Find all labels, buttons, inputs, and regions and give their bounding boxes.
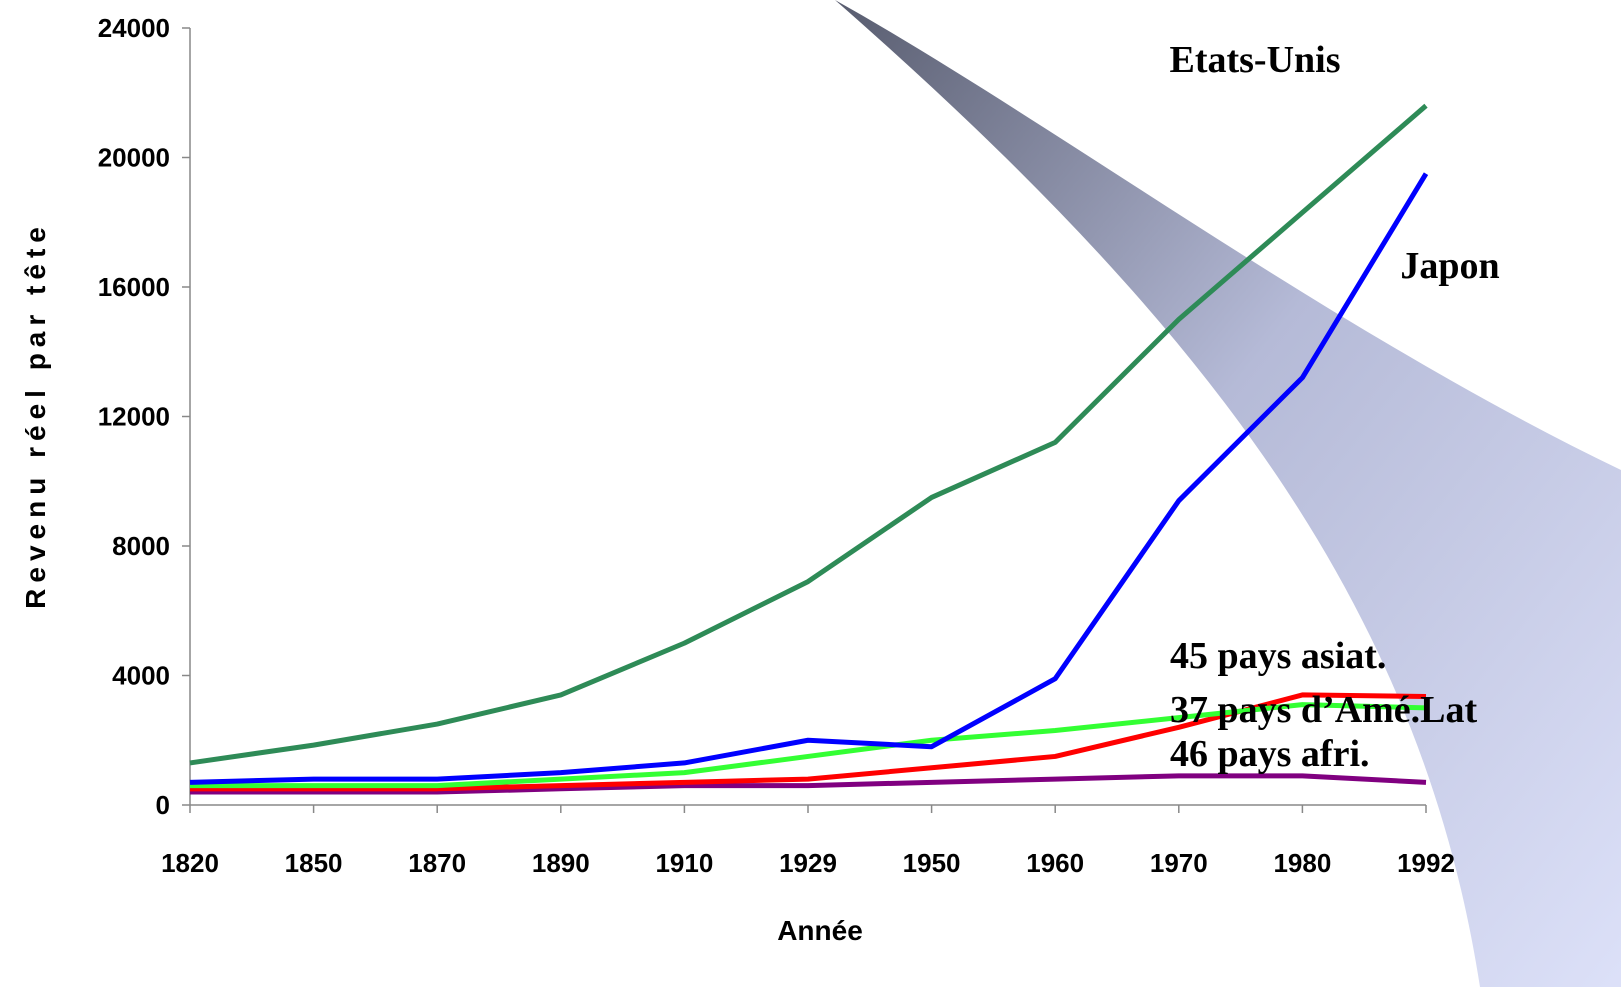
decorative-swoosh: [835, 0, 1621, 987]
y-axis-title: Revenu réel par tête: [20, 221, 51, 609]
y-tick-label: 20000: [98, 143, 170, 173]
plot-area: 0 4000 8000 12000 16000 20000 24000 1820 1850 187…: [98, 13, 1500, 878]
x-tick-label: 1890: [532, 848, 590, 878]
x-axis-title: Année: [777, 915, 863, 946]
y-tick-label: 16000: [98, 272, 170, 302]
x-tick-label: 1950: [903, 848, 961, 878]
x-tick-label: 1980: [1273, 848, 1331, 878]
y-tick-label: 0: [156, 790, 170, 820]
series-label: 46 pays afri.: [1170, 733, 1370, 775]
x-tick-label: 1929: [779, 848, 837, 878]
x-tick-label: 1970: [1150, 848, 1208, 878]
x-tick-label: 1960: [1026, 848, 1084, 878]
y-tick-label: 4000: [112, 661, 170, 691]
y-tick-label: 8000: [112, 531, 170, 561]
series-line: [189, 103, 1428, 766]
series-label: 45 pays asiat.: [1170, 635, 1386, 677]
x-tick-label: 1992: [1397, 848, 1455, 878]
series-line: [190, 702, 1427, 789]
x-tick-label: 1820: [161, 848, 219, 878]
y-tick-label: 12000: [98, 402, 170, 432]
series-label: Japon: [1400, 245, 1499, 287]
series-line: [190, 692, 1427, 792]
series-label: 37 pays d’Amé.Lat: [1170, 689, 1478, 731]
series-label: Etats-Unis: [1169, 39, 1340, 81]
y-tick-label: 24000: [98, 13, 170, 43]
x-tick-label: 1870: [408, 848, 466, 878]
series-line: [190, 773, 1427, 795]
x-tick-label: 1850: [285, 848, 343, 878]
x-tick-label: 1910: [655, 848, 713, 878]
series-line: [189, 172, 1429, 785]
